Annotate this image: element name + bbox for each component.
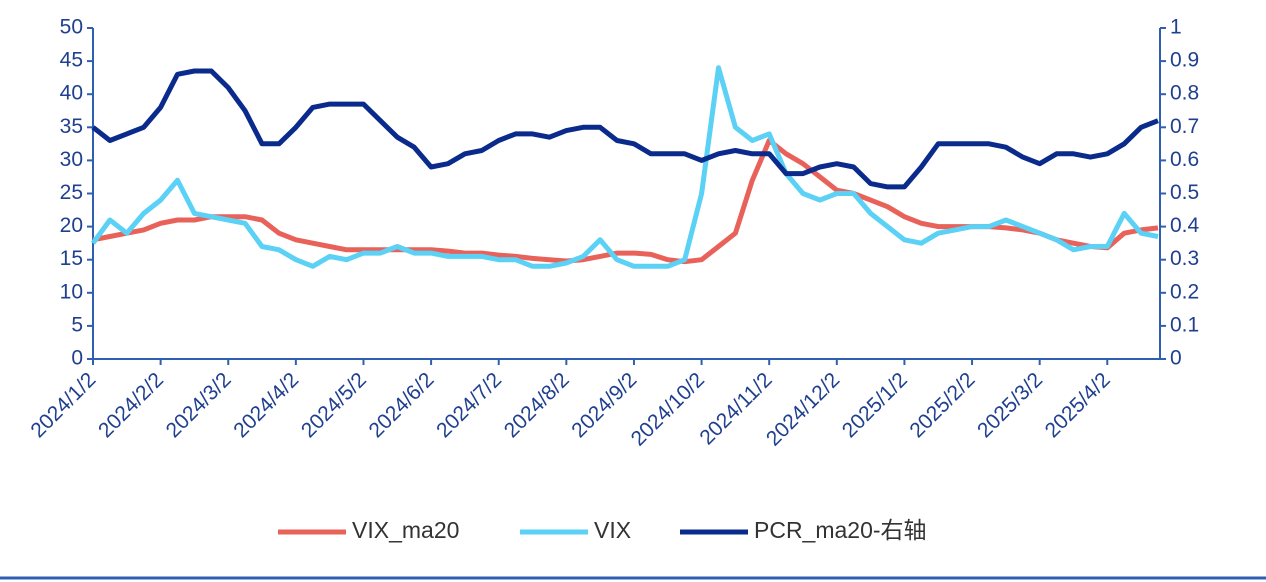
y-tick-label: 35 — [60, 115, 83, 138]
y2-tick-label: 0.5 — [1170, 181, 1199, 204]
series-line — [92, 138, 1159, 265]
series-line — [91, 68, 1159, 190]
y-tick-label: 45 — [60, 49, 83, 72]
x-tick-label: 2024/10/2 — [627, 368, 709, 450]
legend-label: VIX_ma20 — [352, 517, 459, 543]
y2-tick-label: 0 — [1170, 347, 1182, 370]
y2-tick-label: 0.4 — [1170, 214, 1200, 237]
y2-tick-label: 1 — [1170, 16, 1182, 39]
y2-tick-label: 0.1 — [1170, 313, 1199, 336]
x-tick-label: 2024/3/2 — [162, 368, 236, 442]
y-tick-label: 10 — [60, 280, 83, 303]
y-tick-label: 40 — [60, 82, 83, 105]
y-tick-label: 30 — [60, 148, 83, 171]
series-line — [90, 65, 1159, 269]
x-tick-label: 2024/1/2 — [26, 368, 100, 442]
y-tick-label: 15 — [60, 247, 83, 270]
x-tick-label: 2024/5/2 — [297, 368, 371, 442]
x-tick-label: 2024/2/2 — [94, 368, 168, 442]
x-tick-label: 2024/12/2 — [762, 368, 844, 450]
y-tick-label: 50 — [60, 16, 83, 39]
legend-label: PCR_ma20-右轴 — [754, 517, 927, 543]
x-tick-label: 2025/2/2 — [905, 368, 979, 442]
y2-tick-label: 0.8 — [1170, 82, 1199, 105]
y-tick-label: 25 — [60, 181, 83, 204]
x-tick-label: 2025/1/2 — [838, 368, 912, 442]
x-tick-label: 2024/7/2 — [432, 368, 506, 442]
y-tick-label: 20 — [60, 214, 83, 237]
y2-tick-label: 0.6 — [1170, 148, 1199, 171]
y-tick-label: 5 — [71, 313, 83, 336]
x-tick-label: 2024/8/2 — [500, 368, 574, 442]
y-tick-label: 0 — [71, 347, 83, 370]
x-tick-label: 2025/4/2 — [1041, 368, 1115, 442]
y2-tick-label: 0.7 — [1170, 115, 1199, 138]
x-tick-label: 2025/3/2 — [973, 368, 1047, 442]
y2-tick-label: 0.2 — [1170, 280, 1199, 303]
x-tick-label: 2024/4/2 — [229, 368, 303, 442]
y2-tick-label: 0.3 — [1170, 247, 1199, 270]
y2-tick-label: 0.9 — [1170, 49, 1199, 72]
x-tick-label: 2024/6/2 — [364, 368, 438, 442]
legend-label: VIX — [594, 517, 631, 543]
